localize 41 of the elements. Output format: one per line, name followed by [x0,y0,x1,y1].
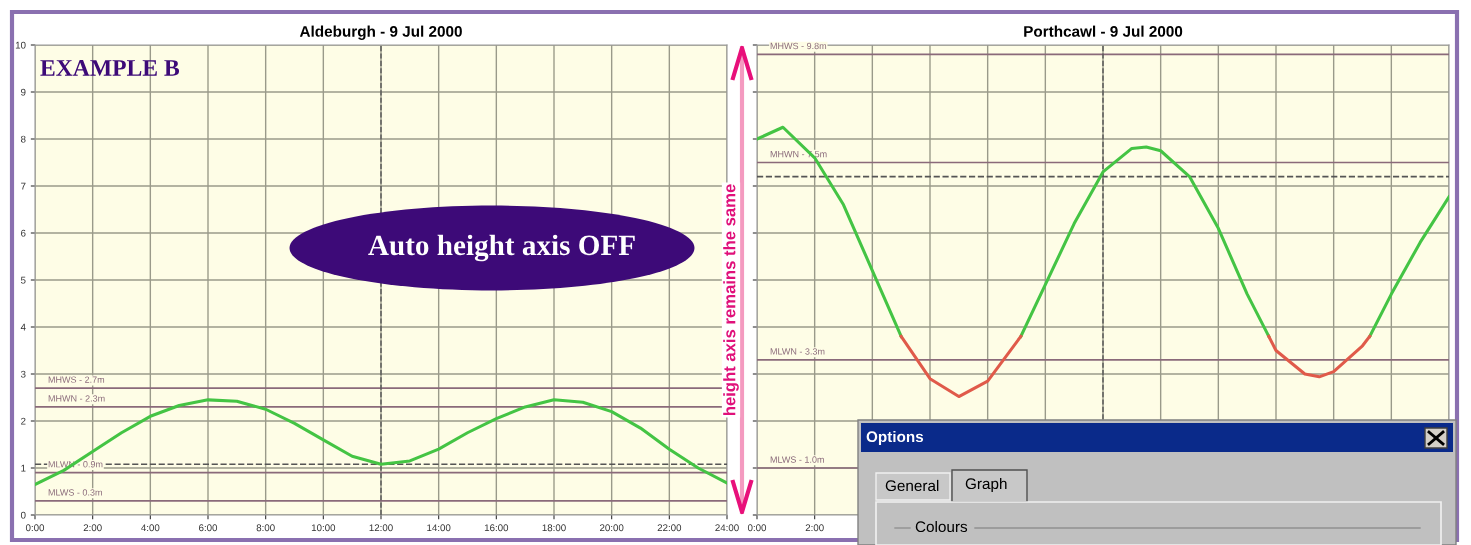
ref-line-label: MHWS - 9.8m [770,42,827,50]
x-tick-label: 8:00 [256,524,275,532]
x-tick-label: 2:00 [83,524,102,532]
ref-line-label: MLWS - 0.3m [48,489,102,496]
annotation: height axis remains the same [723,184,739,416]
chart-title: Porthcawl - 9 Jul 2000 [1024,25,1183,37]
x-tick-label: 12:00 [369,524,393,532]
x-tick-label: 2:00 [805,524,824,532]
x-tick-label: 10:00 [311,524,336,532]
x-tick-label: 0:00 [747,524,767,532]
x-tick-label: 4:00 [141,524,160,532]
y-tick-label: 3 [20,370,26,378]
annotation: Options [866,430,924,446]
annotation: EXAMPLE B [40,60,180,76]
y-tick-label: 7 [21,182,26,190]
x-tick-label: 16:00 [484,524,509,532]
chart-title: Aldeburgh - 9 Jul 2000 [299,25,462,40]
y-tick-label: 4 [20,323,26,331]
ref-line-label: MLWS - 1.0m [770,456,824,463]
annotation: General [885,479,939,492]
y-tick-label: 2 [21,417,26,425]
x-tick-label: 0:00 [25,524,45,532]
x-tick-label: 22:00 [657,524,682,532]
ref-line-label: MLWN - 3.3m [770,348,825,355]
x-tick-label: 18:00 [542,524,566,532]
x-tick-label: 20:00 [599,524,624,532]
x-tick-label: 14:00 [427,524,451,532]
y-tick-label: 10 [15,41,26,49]
y-tick-label: 9 [21,88,26,96]
y-tick-label: 5 [20,276,26,284]
ref-line-label: MHWS - 2.7m [48,376,105,383]
y-tick-label: 0 [20,511,26,519]
y-tick-label: 8 [20,135,26,143]
annotation: Graph [965,477,1007,493]
x-tick-label: 6:00 [199,524,218,532]
y-tick-label: 1 [21,464,26,472]
text: Colours [915,520,968,533]
x-tick-label: 24:00 [715,524,739,532]
annotation: Auto height axis OFF [368,234,635,262]
y-tick-label: 6 [21,229,26,237]
ref-line-label: MHWN - 2.3m [48,395,105,402]
